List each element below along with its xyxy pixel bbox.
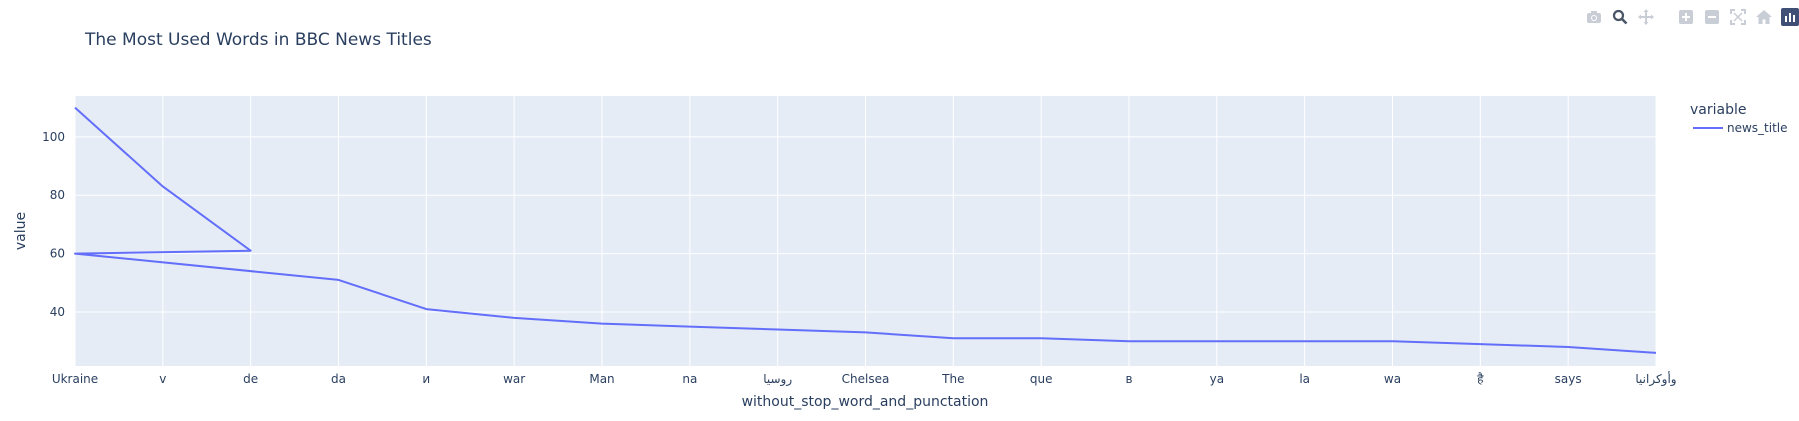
camera-icon[interactable] <box>1585 8 1603 26</box>
series-line-news_title[interactable] <box>74 106 1657 354</box>
autoscale-icon[interactable] <box>1729 8 1747 26</box>
legend-title: variable <box>1690 102 1746 118</box>
y-tick-label: 40 <box>50 305 65 319</box>
series-layer <box>74 106 1657 354</box>
x-tick-label: है <box>1477 372 1484 386</box>
x-tick-label: wa <box>1384 372 1401 386</box>
y-tick-label: 100 <box>42 130 65 144</box>
x-tick-label: la <box>1299 372 1310 386</box>
x-tick-layer: Ukraine v de da и war Man na روسيا Chelsea The que в… <box>52 371 1677 387</box>
home-icon[interactable] <box>1755 8 1773 26</box>
x-tick-label: وأوكرانيا <box>1635 371 1676 387</box>
y-tick-label: 60 <box>50 247 65 261</box>
x-tick-label: says <box>1555 372 1582 386</box>
x-axis-title: without_stop_word_and_punctation <box>742 394 989 410</box>
x-tick-label: que <box>1030 372 1053 386</box>
x-tick-label: روسيا <box>763 372 792 387</box>
x-tick-label: war <box>503 372 525 386</box>
x-tick-label: Chelsea <box>842 372 890 386</box>
legend-label[interactable]: news_title <box>1727 121 1788 135</box>
legend[interactable]: news_title <box>1693 121 1788 135</box>
pan-icon[interactable] <box>1637 8 1655 26</box>
x-tick-label: Ukraine <box>52 372 98 386</box>
plotly-logo-icon[interactable] <box>1781 8 1799 26</box>
y-tick-layer: 40 60 80 100 <box>42 130 65 319</box>
zoom-in-icon[interactable] <box>1677 8 1695 26</box>
x-tick-label: na <box>682 372 697 386</box>
x-tick-label: в <box>1125 372 1132 386</box>
y-axis-title: value <box>13 212 29 250</box>
y-tick-label: 80 <box>50 188 65 202</box>
x-tick-label: Man <box>589 372 614 386</box>
x-tick-label: v <box>159 372 166 386</box>
x-tick-label: da <box>331 372 346 386</box>
zoom-out-icon[interactable] <box>1703 8 1721 26</box>
zoom-icon[interactable] <box>1611 8 1629 26</box>
grid-layer <box>74 96 1657 366</box>
x-tick-label: ya <box>1210 372 1224 386</box>
modebar <box>1585 8 1799 26</box>
x-tick-label: и <box>422 372 430 386</box>
x-tick-label: de <box>243 372 258 386</box>
x-tick-label: The <box>941 372 964 386</box>
chart-title: The Most Used Words in BBC News Titles <box>84 30 432 50</box>
